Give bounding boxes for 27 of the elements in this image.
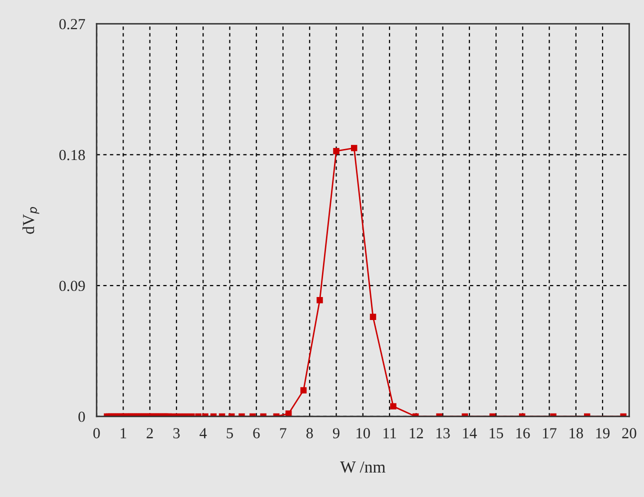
x-tick-label: 1 <box>120 428 126 438</box>
x-tick-label: 16 <box>516 428 530 438</box>
x-tick-label: 0 <box>93 428 100 438</box>
x-tick-label: 9 <box>332 428 340 438</box>
x-tick-label: 15 <box>490 428 504 438</box>
x-tick-label: 7 <box>280 428 286 438</box>
x-tick-label: 17 <box>543 428 556 438</box>
x-tick-label: 19 <box>596 428 610 438</box>
x-tick-label: 2 <box>146 428 153 438</box>
y-tick-label: 0 <box>78 412 85 422</box>
y-tick-label: 0.09 <box>59 280 85 292</box>
y-axis-title: dV$_{p}$ <box>22 207 40 234</box>
x-tick-label: 3 <box>173 428 180 438</box>
x-tick-label: 4 <box>200 428 207 438</box>
x-tick-label: 10 <box>356 428 370 438</box>
x-tick-label: 14 <box>463 428 477 438</box>
x-tick-label: 5 <box>226 428 233 438</box>
x-tick-label: 18 <box>570 428 583 438</box>
x-axis-title: W /nm <box>340 461 386 473</box>
y-tick-label: 0.18 <box>59 150 85 160</box>
x-tick-label: 11 <box>384 428 396 438</box>
x-tick-label: 6 <box>253 428 260 438</box>
x-tick-label: 12 <box>410 428 423 438</box>
y-tick-label: 0.27 <box>59 18 86 30</box>
x-tick-label: 8 <box>306 428 313 438</box>
x-tick-label: 13 <box>436 428 450 438</box>
x-tick-label: 20 <box>622 428 636 438</box>
